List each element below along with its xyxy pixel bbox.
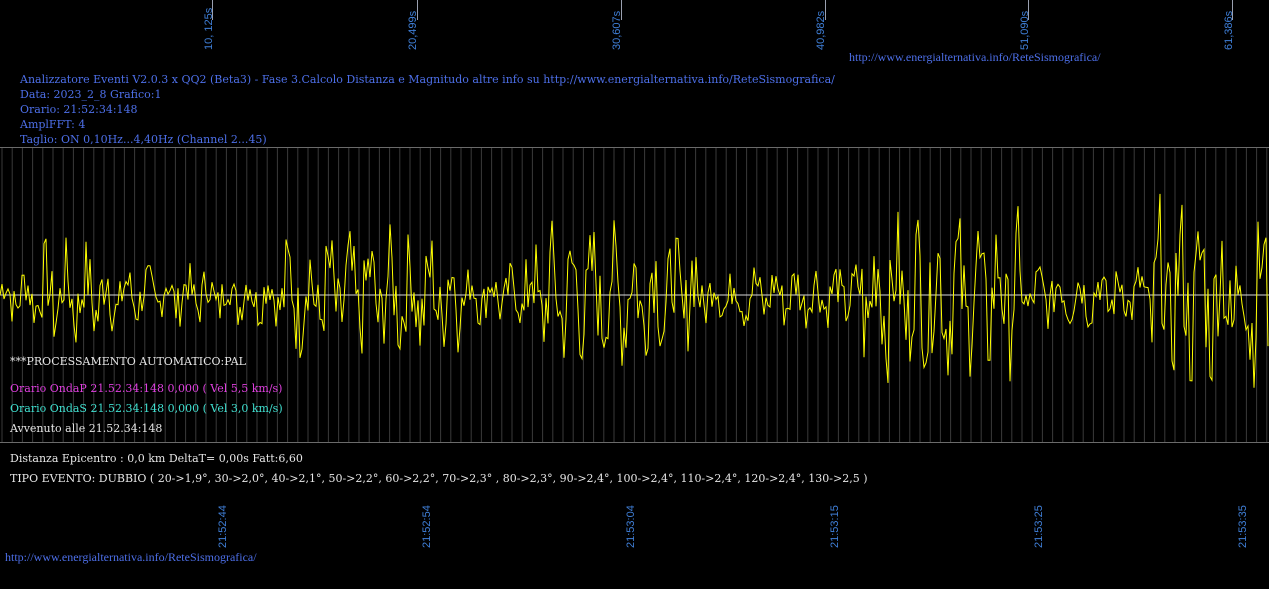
- bottom-time-label: 21:53:04: [625, 505, 637, 548]
- top-tick: [1232, 0, 1233, 20]
- plot-bottom-border: [0, 442, 1269, 443]
- bottom-time-label: 21:53:15: [829, 505, 841, 548]
- header-date: Data: 2023_2_8 Grafico:1: [20, 88, 162, 101]
- header-filter: Taglio: ON 0,10Hz...4,40Hz (Channel 2...…: [20, 133, 267, 146]
- header-title: Analizzatore Eventi V2.0.3 x QQ2 (Beta3)…: [20, 73, 835, 86]
- seismic-trace: [0, 193, 1269, 388]
- bottom-time-label: 21:52:44: [217, 505, 229, 548]
- processing-title: ***PROCESSAMENTO AUTOMATICO:PAL: [10, 355, 246, 368]
- onda-s-time: Orario OndaS 21.52.34:148 0,000 ( Vel 3,…: [10, 402, 283, 415]
- header-time: Orario: 21:52:34:148: [20, 103, 138, 116]
- top-tick: [1028, 0, 1029, 20]
- bottom-time-label: 21:53:25: [1033, 505, 1045, 548]
- onda-p-time: Orario OndaP 21.52.34:148 0,000 ( Vel 5,…: [10, 382, 283, 395]
- top-tick: [825, 0, 826, 20]
- top-tick: [212, 0, 213, 20]
- top-tick: [621, 0, 622, 20]
- bottom-website-link[interactable]: http://www.energialternativa.info/ReteSi…: [5, 550, 257, 564]
- bottom-time-label: 21:53:35: [1237, 505, 1249, 548]
- top-website-link[interactable]: http://www.energialternativa.info/ReteSi…: [849, 50, 1101, 64]
- event-time: Avvenuto alle 21.52.34:148: [10, 422, 163, 435]
- top-tick: [417, 0, 418, 20]
- bottom-time-label: 21:52:54: [421, 505, 433, 548]
- plot-top-border: [0, 147, 1269, 148]
- epicenter-distance: Distanza Epicentro : 0,0 km DeltaT= 0,00…: [10, 452, 303, 465]
- event-type: TIPO EVENTO: DUBBIO ( 20->1,9°, 30->2,0°…: [10, 472, 868, 485]
- header-amplfft: AmplFFT: 4: [20, 118, 86, 131]
